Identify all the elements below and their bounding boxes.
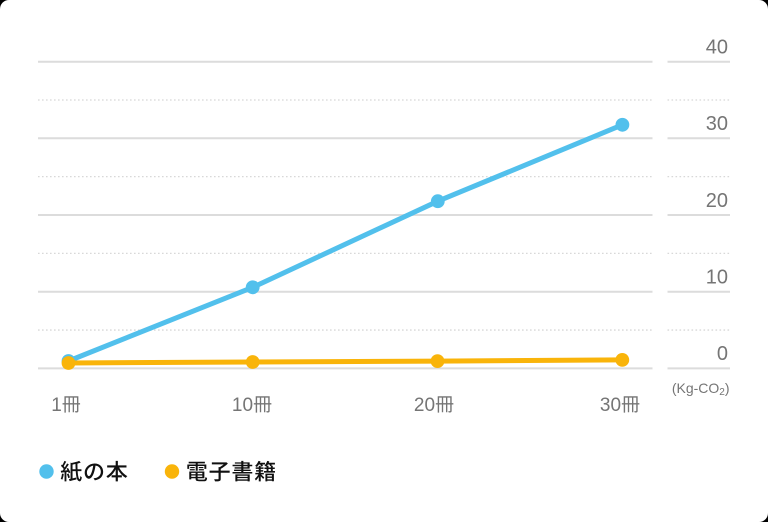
svg-text:20: 20 xyxy=(706,190,728,212)
svg-text:1: 1 xyxy=(51,395,62,416)
svg-text:30: 30 xyxy=(600,395,621,416)
svg-text:40: 40 xyxy=(706,37,728,59)
svg-text:0: 0 xyxy=(717,343,728,365)
svg-text:20: 20 xyxy=(414,395,435,416)
svg-text:(Kg-CO2): (Kg-CO2) xyxy=(672,380,730,398)
svg-text:10: 10 xyxy=(706,267,728,289)
svg-text:30: 30 xyxy=(706,113,728,135)
svg-text:10: 10 xyxy=(232,395,253,416)
